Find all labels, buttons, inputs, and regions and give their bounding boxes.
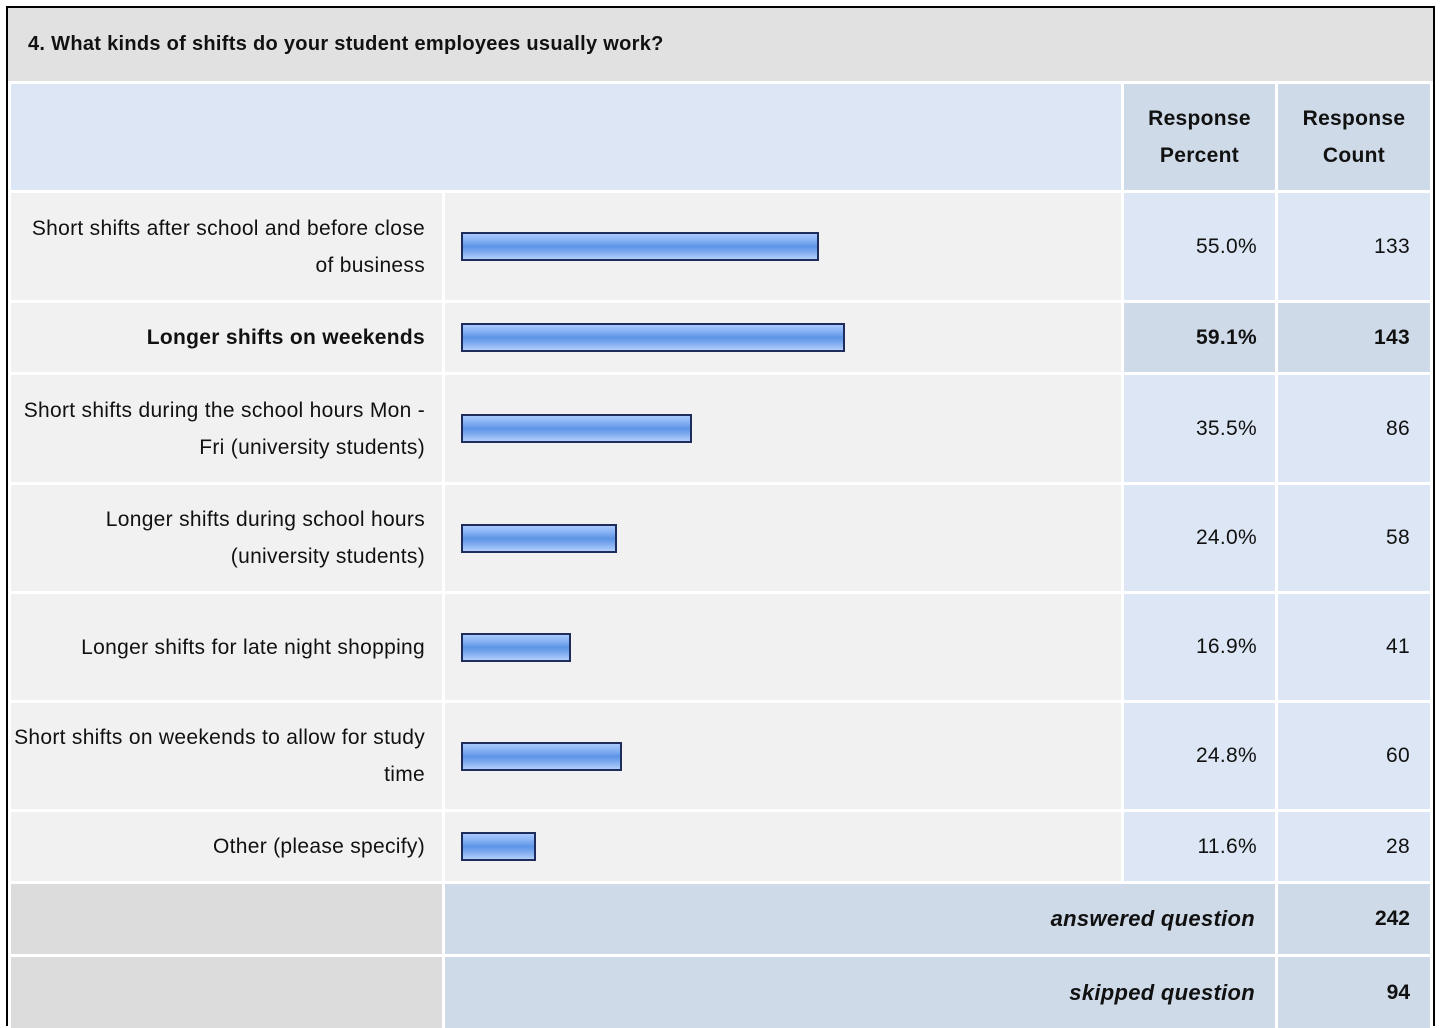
answer-label: Longer shifts for late night shopping — [11, 594, 442, 700]
bar-cell — [445, 703, 1121, 809]
response-bar — [461, 414, 692, 443]
answered-question-value: 242 — [1278, 884, 1430, 954]
answer-label: Short shifts on weekends to allow for st… — [11, 703, 442, 809]
answer-label: Short shifts after school and before clo… — [11, 193, 442, 300]
response-percent: 16.9% — [1124, 594, 1275, 700]
bar-cell — [445, 812, 1121, 881]
response-percent: 35.5% — [1124, 375, 1275, 482]
footer-blank — [11, 884, 442, 954]
response-percent: 59.1% — [1124, 303, 1275, 372]
response-bar — [461, 832, 536, 861]
header-response-count: Response Count — [1278, 84, 1430, 190]
answer-label: Short shifts during the school hours Mon… — [11, 375, 442, 482]
response-count: 86 — [1278, 375, 1430, 482]
answer-label: Longer shifts during school hours (unive… — [11, 485, 442, 591]
answer-label: Longer shifts on weekends — [11, 303, 442, 372]
footer-blank — [11, 957, 442, 1028]
response-count: 60 — [1278, 703, 1430, 809]
response-percent: 55.0% — [1124, 193, 1275, 300]
bar-cell — [445, 485, 1121, 591]
answered-question-label: answered question — [445, 884, 1275, 954]
response-bar — [461, 323, 845, 352]
response-percent: 24.8% — [1124, 703, 1275, 809]
response-percent: 24.0% — [1124, 485, 1275, 591]
skipped-question-label: skipped question — [445, 957, 1275, 1028]
bar-cell — [445, 375, 1121, 482]
bar-cell — [445, 594, 1121, 700]
response-bar — [461, 742, 622, 771]
response-count: 41 — [1278, 594, 1430, 700]
header-response-percent: Response Percent — [1124, 84, 1275, 190]
bar-cell — [445, 303, 1121, 372]
header-blank — [11, 84, 1121, 190]
bar-cell — [445, 193, 1121, 300]
response-percent: 11.6% — [1124, 812, 1275, 881]
survey-results-table: 4. What kinds of shifts do your student … — [6, 6, 1435, 1028]
response-bar — [461, 524, 617, 553]
response-count: 143 — [1278, 303, 1430, 372]
response-count: 133 — [1278, 193, 1430, 300]
response-bar — [461, 232, 819, 261]
answer-label: Other (please specify) — [11, 812, 442, 881]
response-bar — [461, 633, 571, 662]
response-count: 28 — [1278, 812, 1430, 881]
question-title: 4. What kinds of shifts do your student … — [8, 8, 1433, 81]
skipped-question-value: 94 — [1278, 957, 1430, 1028]
response-count: 58 — [1278, 485, 1430, 591]
